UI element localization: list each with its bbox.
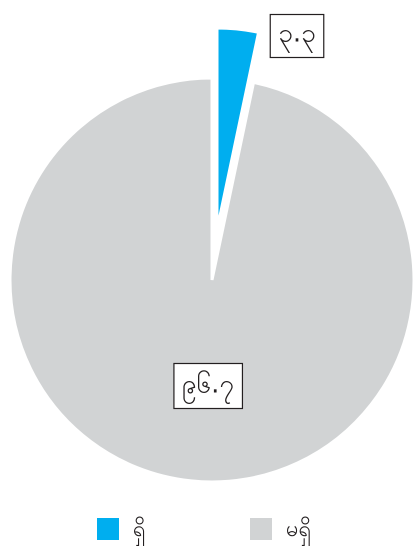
pie-slice xyxy=(8,76,413,484)
legend-swatch xyxy=(97,518,119,540)
legend-swatch xyxy=(250,518,272,540)
pie xyxy=(8,26,413,484)
pie-slice xyxy=(215,26,261,231)
label-box xyxy=(269,13,325,59)
legend-label: မရှိ xyxy=(286,516,311,547)
legend-label: ရှိ xyxy=(133,516,146,547)
legend: ရှိ မရှိ xyxy=(97,516,311,547)
data-labels: ၃.၃၉၆.၇ xyxy=(173,13,325,410)
data-label: ၃.၃ xyxy=(278,19,316,54)
data-label: ၉၆.၇ xyxy=(182,368,235,405)
label-box xyxy=(173,362,244,410)
